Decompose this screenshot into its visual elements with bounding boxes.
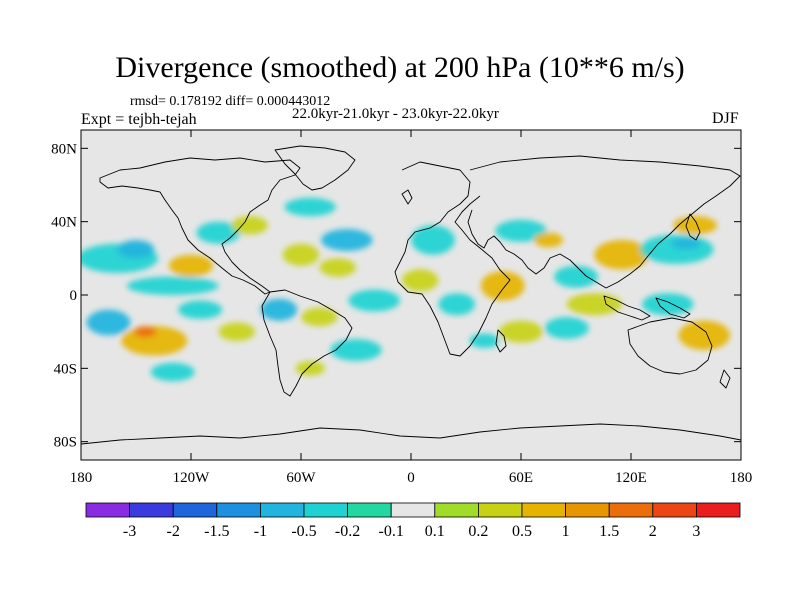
colorbar-label-5: -0.2 (335, 523, 360, 540)
divergence-anomaly-15 (218, 322, 256, 341)
lon-tick-label-0: 180 (70, 470, 93, 486)
divergence-anomaly-37 (499, 320, 543, 343)
colorbar-swatch-14 (696, 502, 741, 518)
divergence-anomaly-14 (178, 300, 223, 319)
divergence-anomaly-38 (469, 333, 499, 349)
coastline-madagascar (495, 329, 507, 353)
lon-tick-label-2: 60W (286, 470, 316, 486)
colorbar-label-0: -3 (123, 523, 136, 540)
season-label: DJF (712, 110, 739, 127)
coastline-europe-africa (394, 161, 511, 357)
coastline-japan (685, 213, 701, 241)
colorbar-label-2: -1.5 (204, 523, 229, 540)
colorbar-swatch-12 (608, 502, 654, 518)
colorbar-swatch-5 (303, 502, 348, 518)
divergence-anomaly-4 (126, 276, 219, 295)
coastlines (81, 145, 741, 445)
divergence-anomaly-22 (411, 225, 455, 255)
divergence-anomaly-16 (260, 298, 298, 321)
divergence-anomaly-33 (566, 293, 622, 316)
coastline-maritime-continent (603, 295, 691, 321)
colorbar-swatch-13 (652, 502, 697, 518)
divergence-anomaly-27 (533, 232, 564, 248)
colorbar-swatch-4 (259, 502, 305, 518)
lat-tick-label-1: 40N (51, 215, 77, 231)
coastline-british-isles (401, 189, 413, 205)
divergence-anomaly-23 (401, 269, 439, 292)
colorbar-label-9: 0.5 (512, 523, 532, 540)
map-title: Divergence (smoothed) at 200 hPa (10**6 … (115, 51, 685, 84)
divergence-anomaly-2 (117, 240, 155, 259)
divergence-anomaly-25 (480, 271, 525, 301)
divergence-anomaly-7 (282, 243, 320, 266)
rmsd-diff-stats: rmsd= 0.178192 diff= 0.000443012 (130, 94, 331, 109)
lat-tick-label-3: 40S (54, 361, 77, 377)
divergence-anomaly-21 (150, 362, 195, 382)
lon-tick-label-3: 0 (407, 470, 415, 486)
coastline-asia (467, 155, 741, 289)
divergence-anomaly-35 (678, 320, 730, 350)
divergence-anomaly-36 (544, 317, 589, 339)
coastline-north-america (99, 157, 301, 295)
colorbar-label-12: 2 (649, 523, 657, 540)
colorbar-swatch-9 (477, 502, 523, 518)
colorbar-swatch-11 (565, 502, 610, 518)
divergence-anomaly-26 (495, 219, 547, 242)
map-background (81, 130, 741, 460)
divergence-anomaly-29 (594, 240, 650, 270)
coastline-greenland (274, 145, 356, 191)
divergence-anomaly-18 (348, 289, 400, 312)
colorbar-label-4: -0.5 (291, 523, 316, 540)
divergence-field (81, 197, 730, 382)
colorbar-label-10: 1 (562, 523, 570, 540)
colorbar-swatch-8 (434, 502, 479, 518)
coastline-antarctica (81, 423, 741, 445)
divergence-anomaly-9 (321, 229, 373, 251)
colorbar-swatch-2 (172, 502, 218, 518)
coastline-south-america (261, 289, 353, 397)
colorbar-label-13: 3 (692, 523, 700, 540)
lon-tick-label-5: 120E (615, 470, 647, 486)
colorbar-swatch-1 (129, 502, 174, 518)
divergence-anomaly-24 (438, 293, 476, 316)
lon-tick-label-1: 120W (173, 470, 211, 486)
divergence-anomaly-19 (330, 339, 382, 361)
colorbar-label-6: -0.1 (379, 523, 404, 540)
colorbar: -3 -2 -1.5 -1 -0.5 -0.2 -0.1 0.1 0.2 0.5 1 1.5 2 3 (85, 502, 741, 540)
lon-tick-label-6: 180 (730, 470, 753, 486)
coastline-australia (627, 317, 713, 375)
lat-tick-label-4: 80S (54, 435, 77, 451)
experiment-label: Expt = tejbh-tejah (81, 111, 197, 128)
divergence-anomaly-6 (231, 216, 268, 235)
colorbar-label-8: 0.2 (468, 523, 488, 540)
colorbar-swatch-10 (521, 502, 566, 518)
period-label: 22.0kyr-21.0kyr - 23.0kyr-22.0kyr (292, 106, 499, 122)
divergence-anomaly-11 (86, 309, 131, 336)
divergence-anomaly-28 (554, 265, 598, 288)
colorbar-swatch-0 (85, 502, 130, 518)
colorbar-swatch-7 (390, 502, 436, 518)
divergence-anomaly-30 (640, 234, 714, 264)
coastline-new-zealand (719, 369, 731, 389)
colorbar-label-11: 1.5 (599, 523, 619, 540)
map-axes: 80N 40N 0 40S 80S 180 120W 60W 0 60E 120E 180 (51, 130, 752, 486)
divergence-anomaly-10 (319, 258, 357, 277)
divergence-anomaly-13 (134, 326, 157, 338)
divergence-anomaly-3 (169, 254, 213, 277)
divergence-anomaly-20 (295, 361, 325, 376)
colorbar-swatch-6 (347, 502, 392, 518)
divergence-anomaly-34 (642, 293, 694, 316)
colorbar-label-3: -1 (254, 523, 267, 540)
lon-tick-label-4: 60E (509, 470, 533, 486)
divergence-anomaly-31 (671, 238, 701, 250)
divergence-anomaly-32 (673, 216, 718, 235)
lat-tick-label-2: 0 (70, 288, 78, 304)
colorbar-label-7: 0.1 (425, 523, 445, 540)
colorbar-label-1: -2 (167, 523, 180, 540)
lat-tick-label-0: 80N (51, 141, 77, 157)
colorbar-swatch-3 (216, 502, 261, 518)
divergence-anomaly-8 (284, 197, 336, 217)
divergence-anomaly-17 (301, 307, 338, 327)
